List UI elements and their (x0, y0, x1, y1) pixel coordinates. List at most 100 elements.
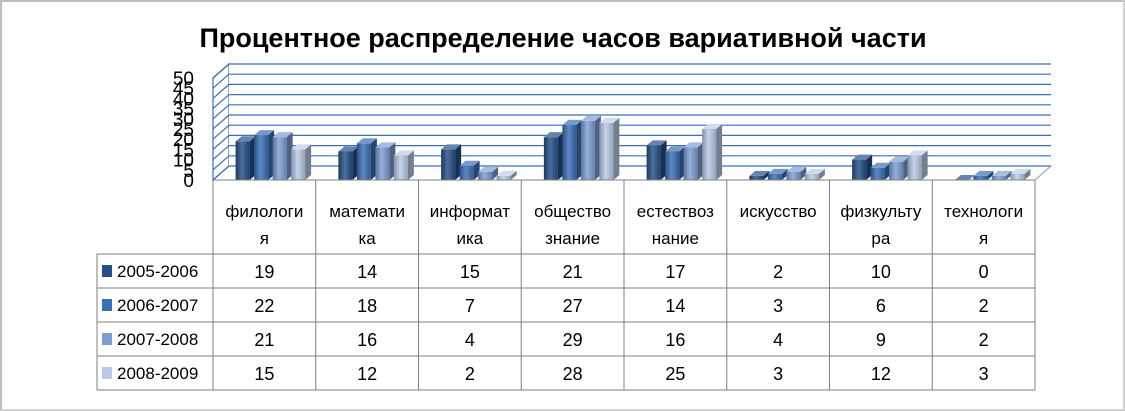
legend-label: 2005-2006 (117, 262, 198, 281)
table-cell-value: 12 (871, 364, 891, 384)
y-tick-label: 50 (173, 69, 194, 90)
bar (356, 138, 377, 180)
table-cell-value: 16 (665, 330, 685, 350)
bar (543, 132, 564, 180)
table-cell-value: 10 (871, 262, 891, 282)
table-cell-value: 18 (357, 296, 377, 316)
table-line (1034, 165, 1052, 181)
legend-swatch (102, 367, 112, 379)
y-tick-label: 35 (173, 100, 194, 121)
bar (291, 144, 312, 180)
data-table: филологи я математи ка информат ика общество зн… (96, 165, 1052, 391)
table-cell-value: 17 (665, 262, 685, 282)
table-cell-value: 3 (773, 364, 783, 384)
bar (665, 146, 686, 180)
table-cell-value: 22 (254, 296, 274, 316)
table-cell-value: 16 (357, 330, 377, 350)
bar (683, 142, 704, 180)
bar (580, 115, 601, 180)
bars (235, 115, 1031, 181)
y-tick-label: 15 (173, 140, 194, 161)
bar (599, 117, 620, 180)
bar (973, 170, 994, 180)
legend-swatch (102, 299, 112, 311)
table-cell-value: 0 (979, 262, 989, 282)
gridline (212, 145, 1051, 161)
bar (852, 154, 873, 180)
table-cell-value: 4 (773, 330, 783, 350)
category-label: естествоз (637, 202, 714, 221)
table-cell-value: 27 (563, 296, 583, 316)
y-tick-label: 45 (173, 79, 194, 100)
gridlines (212, 63, 1051, 181)
bar (907, 150, 928, 180)
category-label: нание (652, 229, 699, 248)
bar (870, 162, 891, 180)
gridline (212, 165, 1051, 181)
bar (646, 140, 667, 180)
category-label: технологи (944, 202, 1023, 221)
table-cell-value: 29 (563, 330, 583, 350)
table-cell-value: 4 (465, 330, 475, 350)
category-label: ра (871, 229, 890, 248)
bar (562, 119, 583, 180)
chart-title: Процентное распределение часов вариативн… (199, 23, 926, 53)
table-cell-value: 2 (979, 296, 989, 316)
table-cell-value: 9 (876, 330, 886, 350)
bar (393, 150, 414, 180)
gridline (212, 124, 1051, 140)
y-tick-label: 0 (183, 171, 194, 192)
bar (375, 142, 396, 180)
table-cell-value: 2 (773, 262, 783, 282)
table-cell-value: 2 (979, 330, 989, 350)
y-tick-label: 5 (183, 161, 194, 182)
y-tick-label: 20 (173, 130, 194, 151)
bar (749, 170, 770, 180)
gridline (212, 83, 1051, 99)
bar (767, 168, 788, 180)
legend-label: 2008-2009 (117, 364, 198, 383)
y-tick-label: 40 (173, 89, 194, 110)
table-cell-value: 14 (665, 296, 685, 316)
y-tick-label: 10 (173, 151, 194, 172)
bar (991, 170, 1012, 180)
table-cell-value: 15 (460, 262, 480, 282)
table-cell-value: 15 (254, 364, 274, 384)
bar (235, 136, 256, 180)
legend-swatch (102, 333, 112, 345)
table-cell-value: 21 (563, 262, 583, 282)
table-cell-value: 7 (465, 296, 475, 316)
bar (272, 132, 293, 180)
category-label: знание (545, 229, 600, 248)
table-cell-value: 21 (254, 330, 274, 350)
table-cell-value: 6 (876, 296, 886, 316)
gridline (212, 73, 1051, 89)
category-label: филологи (225, 202, 303, 221)
table-cell-value: 28 (563, 364, 583, 384)
bar (254, 130, 275, 180)
bar (478, 166, 499, 180)
gridline (212, 114, 1051, 130)
bar (804, 168, 825, 180)
table-cell-value: 3 (979, 364, 989, 384)
category-label: я (979, 229, 988, 248)
table-cell-value: 14 (357, 262, 377, 282)
table-cell-value: 19 (254, 262, 274, 282)
bar (786, 166, 807, 180)
legend-label: 2007-2008 (117, 330, 198, 349)
y-tick-label: 30 (173, 110, 194, 131)
category-label: математи (329, 202, 405, 221)
table-cell-value: 25 (665, 364, 685, 384)
bar (1010, 168, 1031, 180)
bar (338, 146, 359, 180)
category-label: ика (456, 229, 483, 248)
category-label: общество (534, 202, 611, 221)
legend-label: 2006-2007 (117, 296, 198, 315)
gridline (212, 63, 1051, 79)
table-cell-value: 12 (357, 364, 377, 384)
gridline (212, 93, 1051, 110)
category-label: физкульту (840, 202, 921, 221)
bar (702, 124, 723, 180)
bar (441, 144, 462, 180)
